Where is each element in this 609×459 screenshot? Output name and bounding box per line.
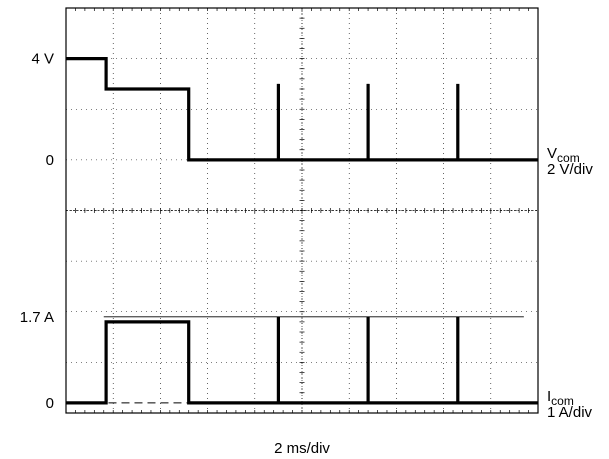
level-label: 4 V xyxy=(31,51,54,68)
channel-scale: 2 V/div xyxy=(547,161,593,178)
channel-name: Icom xyxy=(547,388,574,408)
level-label: 1.7 A xyxy=(20,309,54,326)
channel-name: Vcom xyxy=(547,145,580,165)
traces xyxy=(66,57,538,405)
graticule-grid xyxy=(65,7,539,414)
x-scale-label: 2 ms/div xyxy=(274,440,330,457)
level-label: 0 xyxy=(46,152,54,169)
channel-scale: 1 A/div xyxy=(547,404,593,421)
level-label: 0 xyxy=(46,395,54,412)
